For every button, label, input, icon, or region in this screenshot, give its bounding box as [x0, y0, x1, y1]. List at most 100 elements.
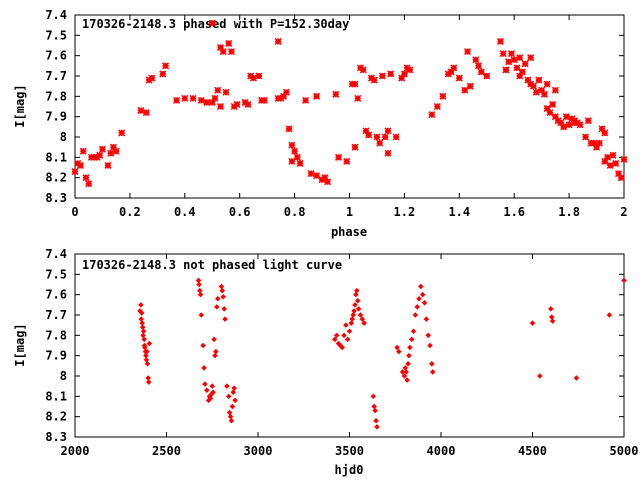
data-point [219, 48, 227, 56]
data-point [221, 306, 227, 312]
unphased-chart-title: 170326-2148.3 not phased light curve [82, 258, 342, 272]
phased-axis-ticks: 0 0.2 0.4 0.6 0.8 1 1.2 1.4 1.6 1.8 2 7.4 7.5 7.6 7.7 7… [45, 8, 627, 219]
unphased-y-tick-label: 8.1 [45, 389, 67, 403]
phased-y-tick-label: 7.7 [45, 69, 67, 83]
data-point [505, 58, 513, 66]
data-point [353, 291, 359, 298]
data-point [376, 139, 384, 147]
data-point [139, 324, 146, 330]
data-point [418, 283, 424, 290]
data-point [332, 336, 338, 343]
data-point [396, 348, 402, 355]
data-point [144, 348, 150, 355]
data-point [139, 310, 145, 316]
data-point [138, 302, 144, 308]
data-point [145, 379, 152, 385]
phased-y-tick-label: 7.9 [45, 110, 67, 124]
data-point [332, 90, 340, 98]
data-point [513, 64, 521, 72]
data-point [141, 336, 147, 343]
data-point [408, 336, 415, 343]
phased-y-tick-label: 8.2 [45, 171, 67, 185]
data-point [288, 157, 296, 165]
data-point [582, 133, 590, 141]
data-point [612, 159, 620, 167]
unphased-y-tick-label: 8.2 [45, 410, 67, 424]
unphased-plot-frame [74, 253, 625, 438]
phased-y-tick-label: 7.6 [45, 49, 67, 63]
data-point [429, 361, 435, 367]
data-point [318, 176, 326, 184]
data-point [313, 92, 321, 100]
data-point [112, 147, 120, 155]
data-point [104, 161, 112, 169]
data-point [140, 332, 146, 339]
phased-x-tick-label: 1 [346, 205, 353, 219]
unphased-x-tick-label: 2500 [152, 444, 181, 458]
unphased-x-tick-label: 4000 [427, 444, 456, 458]
phased-x-axis-label: phase [331, 225, 367, 239]
data-point [227, 48, 235, 56]
unphased-y-tick-label: 8 [60, 369, 67, 383]
data-point [202, 381, 208, 387]
data-point [370, 76, 378, 84]
data-point [227, 413, 234, 420]
data-point [461, 86, 469, 94]
data-point [343, 322, 349, 328]
data-point [354, 287, 360, 294]
data-point [218, 283, 225, 290]
data-point [407, 344, 413, 351]
data-point [209, 383, 216, 389]
data-point [214, 86, 222, 94]
data-point [392, 133, 400, 141]
data-point [282, 88, 290, 96]
data-point [229, 403, 236, 410]
data-point [213, 348, 219, 355]
data-point [207, 395, 214, 402]
phased-points [71, 19, 628, 188]
data-point [606, 312, 613, 318]
unphased-y-tick-label: 8.3 [45, 430, 67, 444]
data-point [414, 304, 420, 310]
data-point [302, 96, 310, 104]
data-point [198, 312, 205, 318]
unphased-y-tick-label: 7.6 [45, 288, 67, 302]
data-point [224, 383, 230, 389]
phased-x-tick-label: 1.6 [503, 205, 525, 219]
data-point [510, 56, 518, 64]
phased-x-tick-label: 1.8 [558, 205, 580, 219]
data-point [232, 397, 238, 404]
data-point [549, 100, 557, 108]
data-point [143, 352, 149, 359]
data-point [584, 117, 592, 125]
data-point [537, 373, 543, 379]
data-point [472, 56, 480, 64]
phased-x-tick-label: 0 [71, 205, 78, 219]
phased-y-tick-label: 8.3 [45, 191, 67, 205]
data-point [222, 88, 230, 96]
data-point [516, 54, 524, 62]
data-point [260, 96, 268, 104]
data-point [225, 393, 232, 400]
data-point [339, 344, 345, 351]
data-point [549, 318, 556, 324]
data-point [565, 121, 573, 129]
data-point [222, 316, 228, 322]
data-point [373, 133, 381, 141]
phased-x-tick-label: 0.6 [229, 205, 251, 219]
data-point [344, 336, 351, 343]
data-point [357, 312, 364, 318]
data-point [406, 66, 414, 74]
data-point [296, 159, 304, 167]
phased-x-tick-label: 0.8 [284, 205, 306, 219]
data-point [231, 385, 237, 391]
data-point [351, 308, 357, 314]
data-point [148, 74, 156, 82]
data-point [521, 60, 529, 68]
data-point [285, 125, 293, 133]
data-point [381, 133, 389, 141]
data-point [406, 352, 412, 359]
unphased-y-tick-label: 7.8 [45, 328, 67, 342]
phased-y-axis-label: I[mag] [13, 84, 27, 127]
